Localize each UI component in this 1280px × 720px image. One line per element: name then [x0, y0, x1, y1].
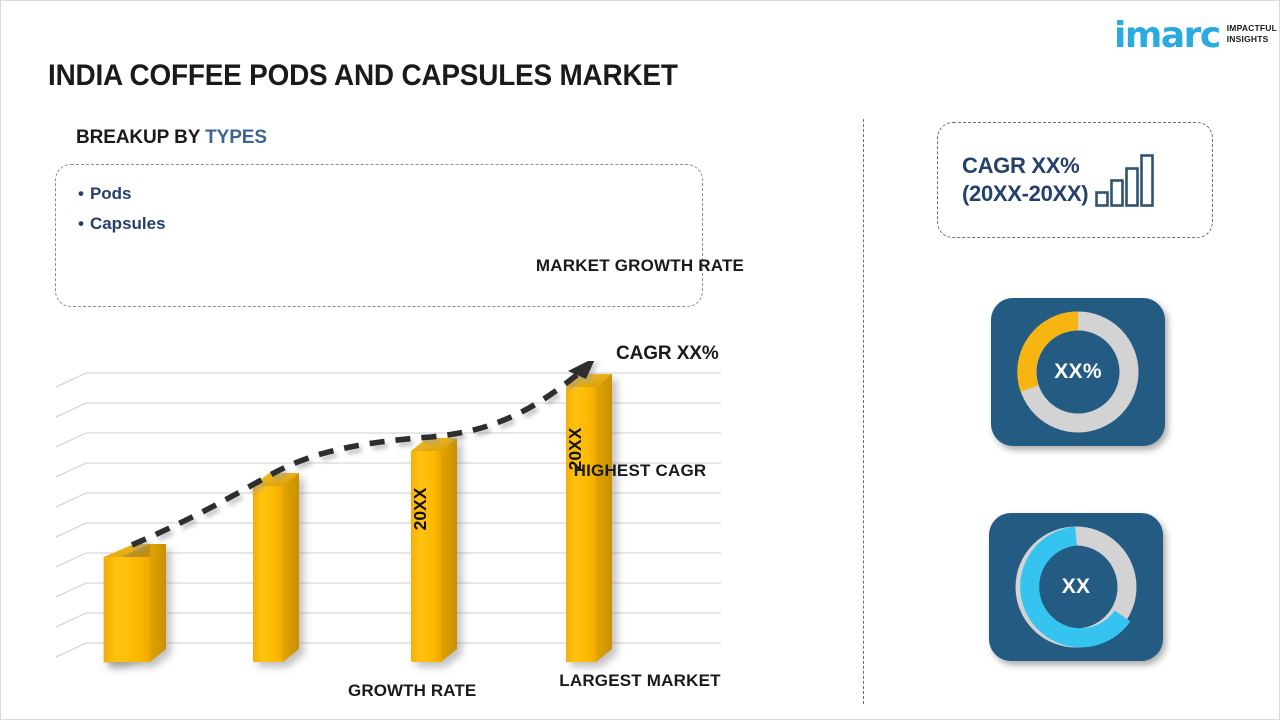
chart-svg: 20XX 20XX: [56, 361, 721, 663]
bar-3-label: 20XX: [410, 487, 430, 530]
cagr-callout-text: CAGR XX% (20XX-20XX): [962, 152, 1089, 208]
bar-chart-icon: [1095, 154, 1155, 207]
chart-x-axis-label: GROWTH RATE: [348, 681, 477, 700]
types-list-box: • Pods • Capsules: [55, 164, 703, 307]
chart-gridlines: [56, 372, 721, 658]
logo-tagline-line1: IMPACTFUL: [1226, 23, 1278, 34]
list-item-label: Capsules: [89, 214, 166, 234]
breakup-heading: BREAKUP BY TYPES: [76, 127, 267, 149]
section-divider: [863, 119, 864, 704]
highest-cagr-caption: HIGHEST CAGR: [573, 461, 707, 480]
largest-market-tile: XX: [989, 513, 1163, 661]
largest-market-value: XX: [1061, 575, 1091, 598]
bar-4-label: 20XX: [565, 427, 585, 470]
growth-rate-bar-chart: 20XX 20XX: [56, 361, 746, 681]
cagr-trend-label: CAGR XX%: [616, 343, 719, 364]
cagr-line-2: (20XX-20XX): [962, 181, 1089, 206]
breakup-heading-prefix: BREAKUP BY: [76, 127, 206, 148]
bar-3: [411, 438, 457, 662]
market-growth-rate-caption: MARKET GROWTH RATE: [535, 256, 745, 275]
bar-4: [566, 374, 612, 662]
bar-2: [253, 473, 299, 662]
page-title: INDIA COFFEE PODS AND CAPSULES MARKET: [48, 59, 678, 92]
bar-1-front: [104, 544, 166, 662]
list-item: • Pods: [78, 179, 680, 209]
bullet-icon: •: [78, 184, 84, 203]
trend-arrowhead: [568, 361, 595, 379]
highest-cagr-tile: XX%: [991, 298, 1165, 446]
trend-line: [130, 361, 595, 548]
imarc-logo: imarc IMPACTFUL INSIGHTS: [1114, 14, 1277, 56]
logo-tagline: IMPACTFUL INSIGHTS: [1227, 23, 1277, 44]
cagr-line-1: CAGR XX%: [962, 153, 1080, 179]
list-item-label: Pods: [89, 184, 132, 203]
cagr-callout-box: CAGR XX% (20XX-20XX): [937, 122, 1213, 238]
highest-cagr-value: XX%: [1054, 360, 1102, 383]
highest-cagr-donut: [1017, 311, 1139, 433]
breakup-heading-highlight: TYPES: [205, 127, 267, 148]
logo-tagline-line2: INSIGHTS: [1226, 34, 1269, 44]
largest-market-donut: [1015, 526, 1137, 648]
list-item: • Capsules: [78, 209, 680, 239]
largest-market-caption: LARGEST MARKET: [559, 671, 721, 690]
bullet-icon: •: [78, 214, 84, 234]
logo-wordmark: imarc: [1114, 15, 1221, 56]
